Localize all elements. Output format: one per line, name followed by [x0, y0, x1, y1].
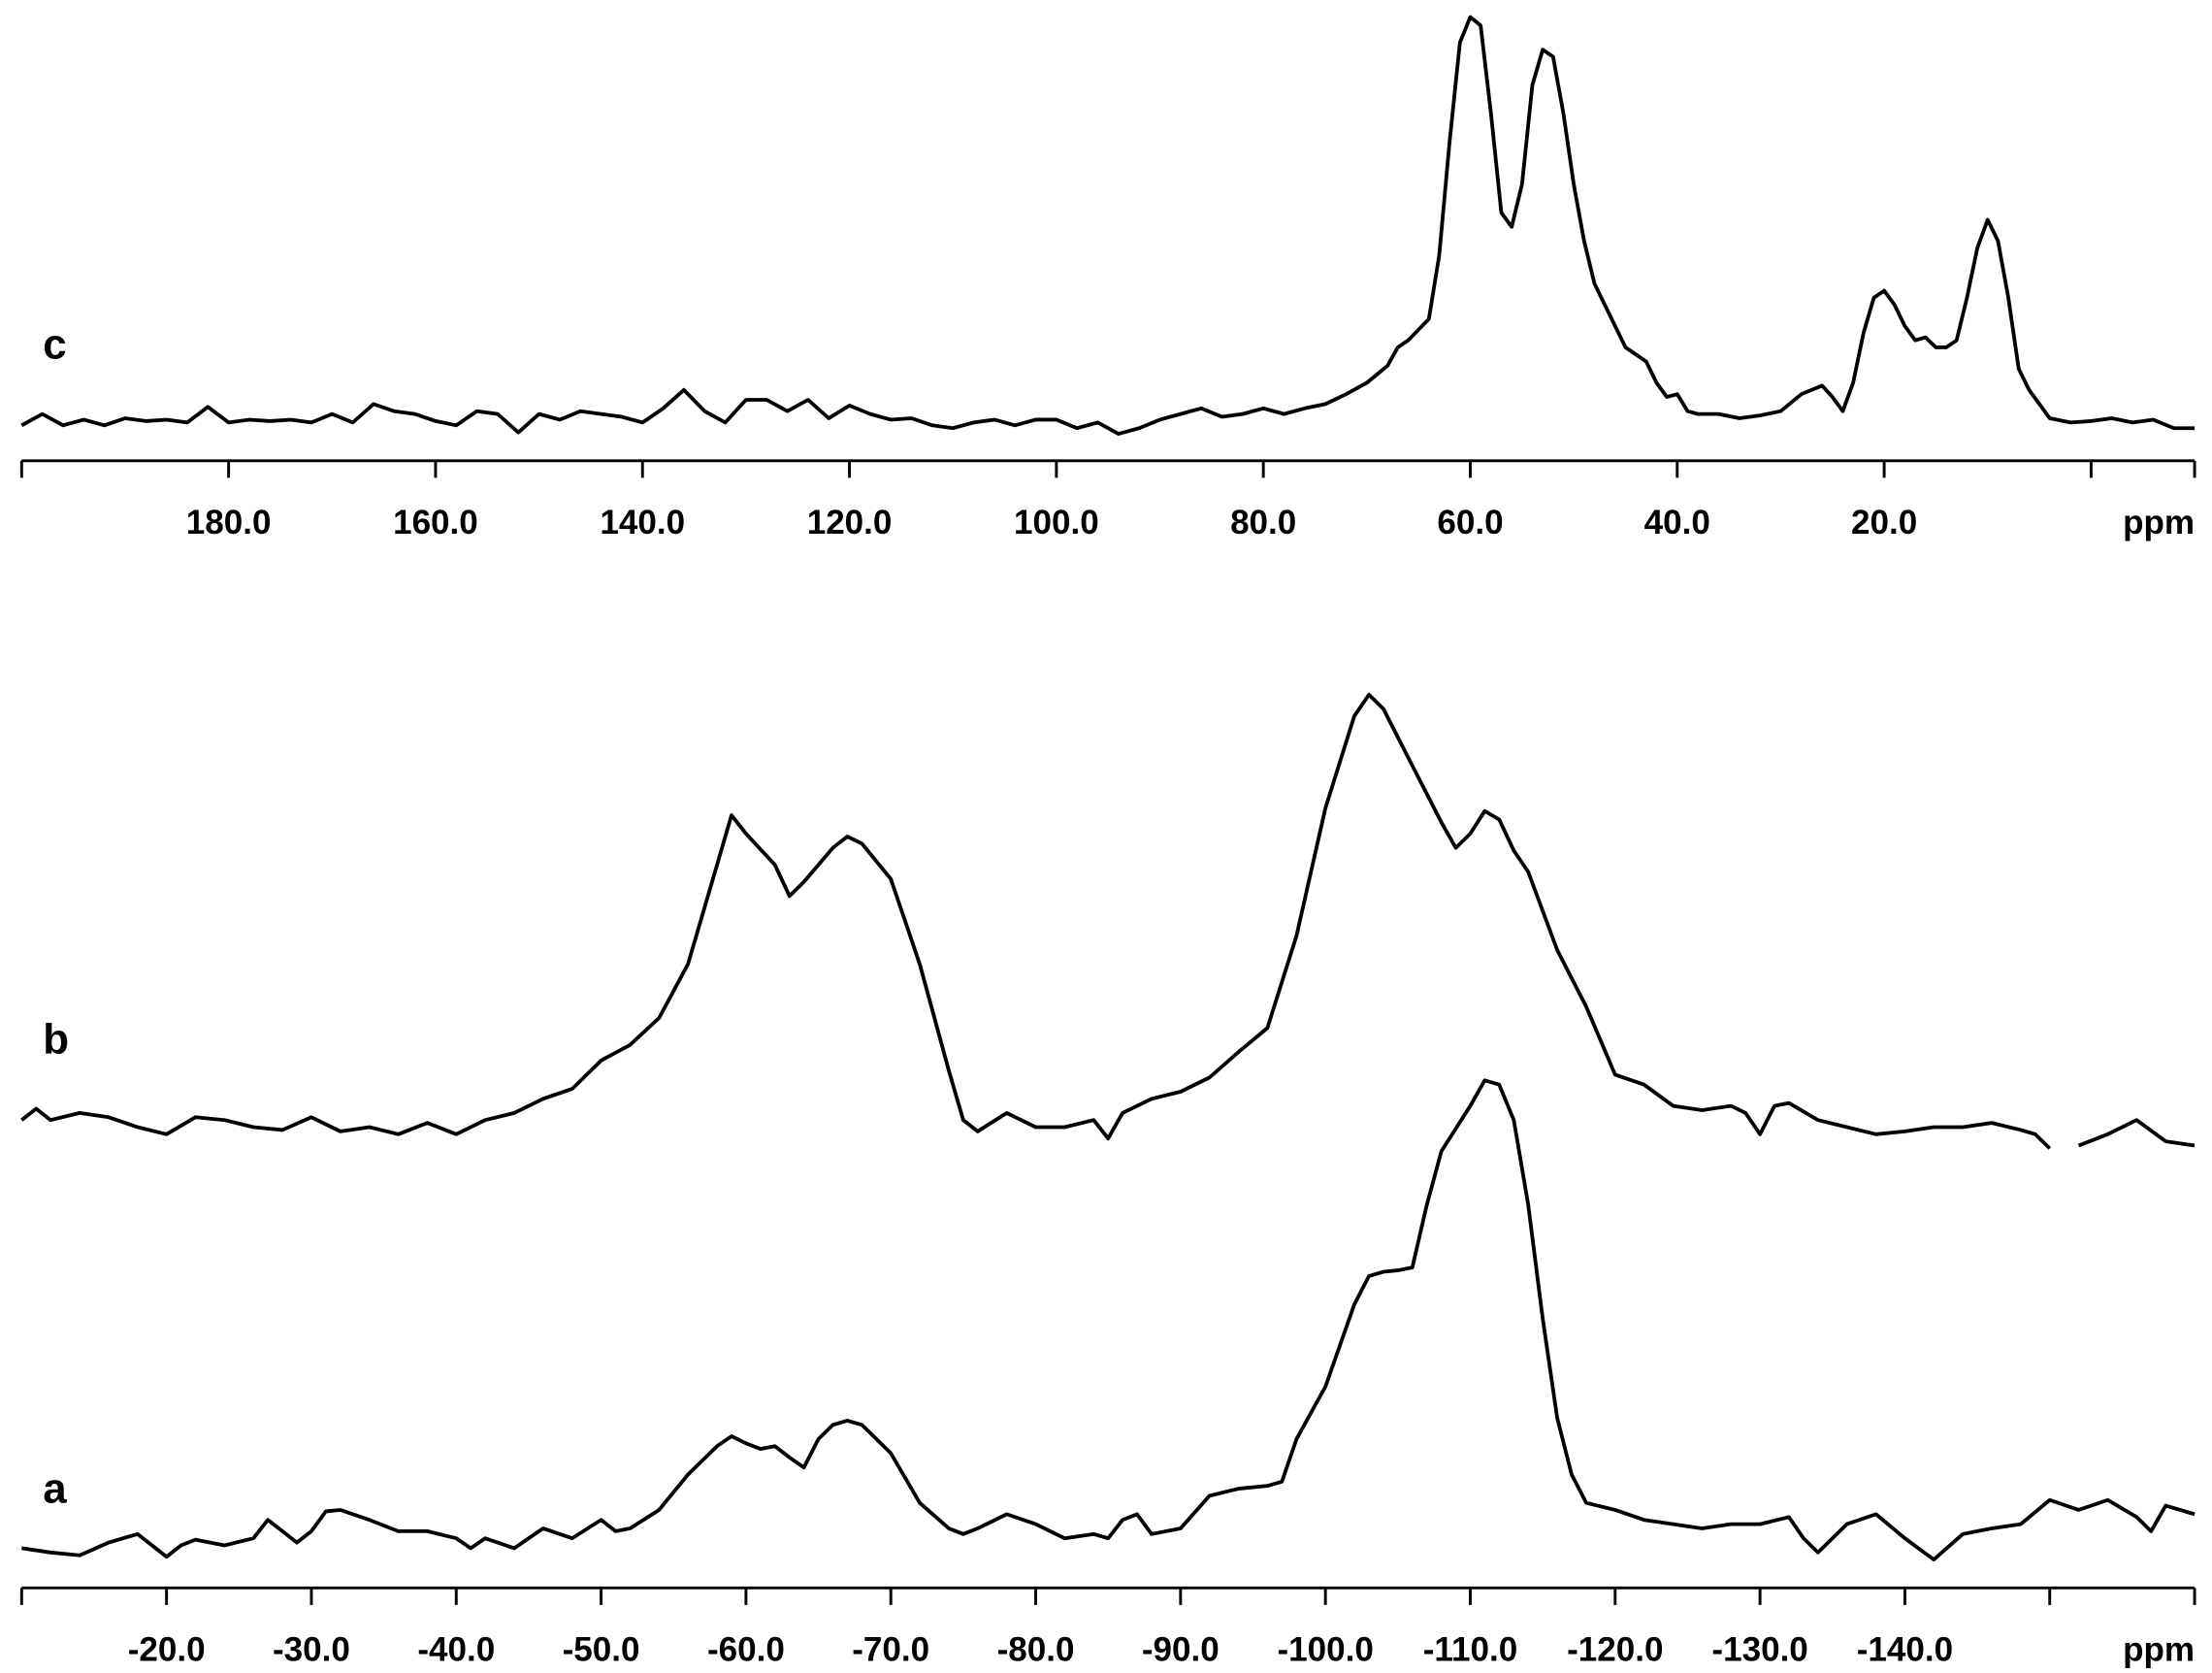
x-tick-label: -110.0 [1423, 1630, 1517, 1668]
x-tick-label: -140.0 [1857, 1630, 1953, 1668]
x-tick-label: -80.0 [997, 1630, 1075, 1668]
spectrum-line [21, 1078, 2196, 1562]
x-axis-label: ppm [2123, 504, 2195, 541]
x-tick-label: 180.0 [186, 504, 272, 541]
x-tick-label: -130.0 [1711, 1630, 1807, 1668]
x-tick-label: -70.0 [852, 1630, 929, 1668]
x-tick-label: -40.0 [417, 1630, 495, 1668]
x-tick-label: 160.0 [393, 504, 478, 541]
x-tick-label: 100.0 [1014, 504, 1099, 541]
x-tick-label: -20.0 [128, 1630, 206, 1668]
x-tick-label: -90.0 [1142, 1630, 1220, 1668]
trace-label: c [43, 321, 66, 369]
x-tick-label: -100.0 [1277, 1630, 1373, 1668]
x-tick-label: 80.0 [1230, 504, 1296, 541]
trace-label: b [43, 1015, 69, 1063]
x-tick-label: 140.0 [600, 504, 685, 541]
x-tick-label: 60.0 [1437, 504, 1503, 541]
x-tick-label: 20.0 [1851, 504, 1917, 541]
x-tick-label: -30.0 [273, 1630, 350, 1668]
x-axis-label: ppm [2123, 1630, 2195, 1668]
spectrum-line [20, 15, 2196, 436]
x-tick-label: -50.0 [563, 1630, 640, 1668]
x-tick-label: -60.0 [707, 1630, 785, 1668]
trace-label: a [43, 1465, 67, 1513]
x-tick-label: -120.0 [1567, 1630, 1663, 1668]
x-tick-label: 40.0 [1644, 504, 1710, 541]
x-tick-label: 120.0 [807, 504, 893, 541]
spectrum-line [20, 692, 2196, 1150]
